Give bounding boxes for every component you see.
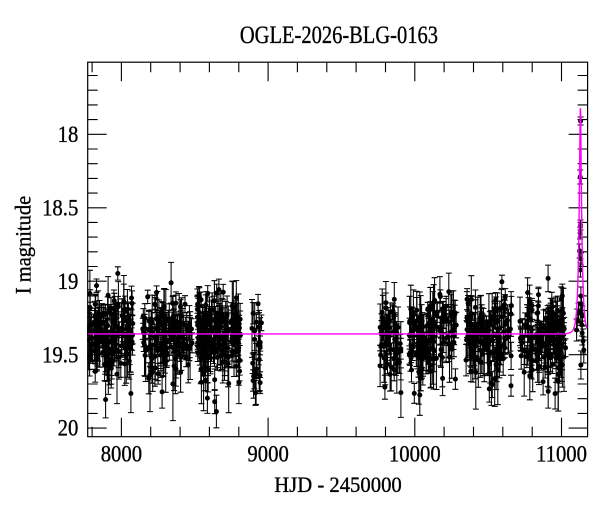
svg-text:10000: 10000: [389, 441, 441, 466]
svg-text:11000: 11000: [536, 441, 587, 466]
svg-text:HJD - 2450000: HJD - 2450000: [274, 472, 401, 497]
svg-text:8000: 8000: [101, 441, 142, 466]
svg-text:18.5: 18.5: [42, 195, 78, 220]
svg-text:OGLE-2026-BLG-0163: OGLE-2026-BLG-0163: [240, 21, 438, 48]
svg-text:19: 19: [58, 269, 79, 294]
svg-text:20: 20: [58, 416, 79, 441]
svg-text:19.5: 19.5: [42, 342, 78, 367]
svg-text:I magnitude: I magnitude: [11, 196, 36, 294]
svg-text:18: 18: [58, 122, 79, 147]
svg-text:9000: 9000: [247, 441, 288, 466]
